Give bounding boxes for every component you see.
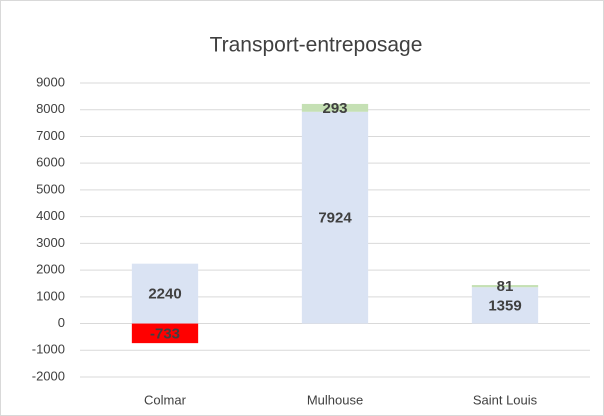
data-label: 1359 xyxy=(488,297,521,314)
y-tick-label: 9000 xyxy=(36,74,65,89)
x-tick-label: Colmar xyxy=(144,392,187,407)
y-tick-label: 3000 xyxy=(36,235,65,250)
chart-title: Transport-entreposage xyxy=(210,34,423,57)
bar-segment xyxy=(131,323,199,344)
bar-segment xyxy=(471,287,539,324)
bar-segment xyxy=(301,103,369,112)
y-tick-label: -1000 xyxy=(32,342,65,357)
bar-segment xyxy=(131,263,199,324)
data-label: 2240 xyxy=(148,286,181,303)
data-label: 81 xyxy=(497,278,514,295)
y-tick-label: 7000 xyxy=(36,128,65,143)
y-tick-label: 5000 xyxy=(36,181,65,196)
data-label: 7924 xyxy=(318,210,352,227)
y-tick-label: 8000 xyxy=(36,101,65,116)
y-tick-label: -2000 xyxy=(32,368,65,383)
bar-segment xyxy=(471,285,539,288)
y-tick-label: 2000 xyxy=(36,262,65,277)
x-tick-label: Saint Louis xyxy=(473,392,538,407)
data-label: -733 xyxy=(150,325,180,342)
y-tick-label: 6000 xyxy=(36,155,65,170)
x-tick-label: Mulhouse xyxy=(307,392,363,407)
y-tick-label: 0 xyxy=(58,315,65,330)
bar-segment xyxy=(301,111,369,324)
y-tick-label: 4000 xyxy=(36,208,65,223)
y-tick-label: 1000 xyxy=(36,288,65,303)
data-label: 293 xyxy=(322,100,347,117)
